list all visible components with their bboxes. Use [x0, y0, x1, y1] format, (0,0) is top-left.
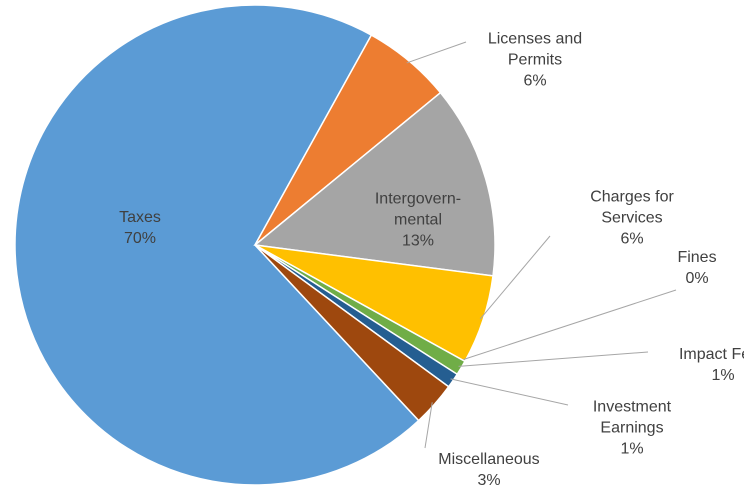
category-label: Licenses and Permits [487, 30, 583, 69]
leader-line [458, 351, 649, 367]
data-label: Impact Fees 1% [658, 344, 744, 386]
category-label: Fines [677, 249, 717, 266]
value-label: 6% [620, 230, 644, 248]
leader-line [424, 402, 433, 449]
pie-slice [14, 4, 420, 486]
value-label: 13% [401, 232, 435, 250]
pie-slice [254, 244, 450, 422]
value-label: 0% [685, 270, 709, 287]
data-label: Miscellaneous 3% [419, 449, 559, 491]
value-label: 1% [711, 367, 735, 384]
category-label: Intergovern-mental [374, 190, 462, 229]
value-label: 1% [620, 440, 644, 458]
data-label: Licenses and Permits 6% [470, 29, 600, 92]
category-label: Investment Earnings [592, 398, 672, 437]
value-label: 3% [477, 472, 501, 489]
category-label: Miscellaneous [438, 451, 540, 468]
leader-line [450, 378, 569, 406]
data-label: Fines 0% [667, 247, 727, 289]
pie-slice [253, 91, 496, 277]
value-label: 6% [523, 72, 547, 90]
data-label: Investment Earnings 1% [567, 397, 697, 460]
leader-line [479, 235, 551, 320]
data-label: Charges for Services 6% [572, 187, 692, 250]
category-label: Impact Fees [678, 346, 744, 363]
category-label: Charges for Services [590, 188, 674, 227]
value-label: 70% [123, 230, 157, 247]
leader-line [406, 41, 467, 64]
data-label: Intergovern-mental 13% [363, 189, 473, 252]
data-label: Taxes 70% [80, 207, 200, 249]
leader-line [462, 289, 677, 361]
category-label: Taxes [119, 209, 161, 226]
